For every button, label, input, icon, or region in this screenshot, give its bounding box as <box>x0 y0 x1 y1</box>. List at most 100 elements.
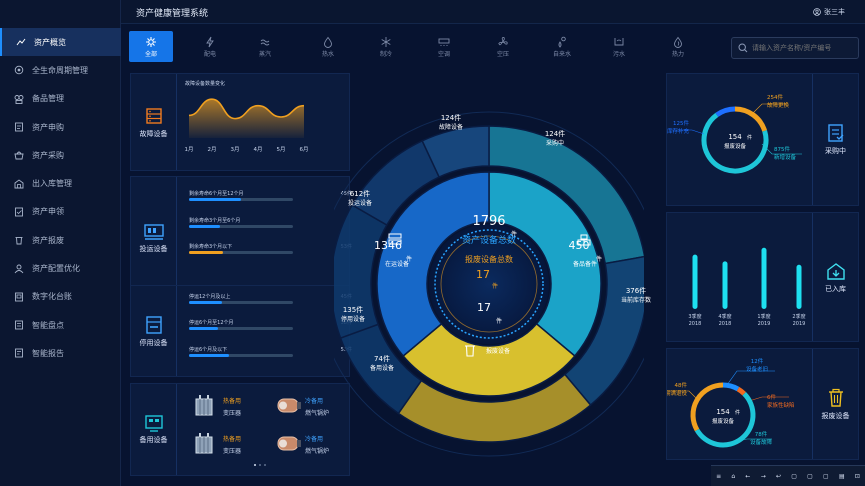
dot[interactable] <box>264 464 266 466</box>
category-tab[interactable]: 空调 <box>422 31 466 62</box>
boiler-icon <box>275 393 303 419</box>
toolbar-button-icon[interactable]: ▢ <box>807 472 813 480</box>
sidebar-item[interactable]: 资产采购 <box>0 141 121 169</box>
tap-water-icon <box>556 35 568 48</box>
purchase-panel-label: 采购中 <box>825 147 846 155</box>
toolbar-button-icon[interactable]: ← <box>745 472 751 480</box>
category-tab[interactable]: 空压 <box>481 31 525 62</box>
spare-item[interactable]: 热备用 变压器 <box>189 429 267 463</box>
spare-item[interactable]: 热备用 变压器 <box>189 391 267 425</box>
donut-leader <box>736 438 772 442</box>
progress-label: 停运12个月及以上 <box>189 294 231 300</box>
toolbar-button-icon[interactable]: ↩ <box>775 472 781 480</box>
search-box[interactable] <box>731 37 859 59</box>
stock-bar-year: 2019 <box>792 321 806 327</box>
sidebar-item[interactable]: 资产配置优化 <box>0 254 121 282</box>
fault-line <box>188 98 305 120</box>
toolbar-button-icon[interactable]: ▢ <box>823 472 829 480</box>
outer-label: 故障设备 <box>438 124 463 131</box>
progress-track <box>189 301 293 304</box>
toolbar-button-icon[interactable]: ⊡ <box>854 472 860 480</box>
sidebar-item-label: 资产报废 <box>32 235 64 245</box>
dot[interactable] <box>254 464 256 466</box>
donut-value: 12件 <box>751 357 764 365</box>
fault-area-chart: 1月 2月 3月 4月 5月 6月 <box>185 98 309 153</box>
running-value: 1346 <box>374 239 402 252</box>
category-label: 空调 <box>437 51 450 58</box>
donut-center-unit: 件 <box>735 409 740 416</box>
progress-fill <box>189 354 229 357</box>
purchase-panel: 254件 故障更换 875件 新增设备 125件 库存补充 154 件报废设备 采购中 <box>666 73 859 206</box>
category-tab[interactable]: 自来水 <box>540 31 584 62</box>
spare-tag: 冷备用 <box>305 436 324 443</box>
spare-parts-icon <box>14 94 24 104</box>
scrap-inner-unit: 件 <box>496 318 503 325</box>
progress-row: 停运12个月及以上45件 <box>189 293 352 304</box>
outer-value: 376件 <box>625 287 647 295</box>
donut-label: 故障更换 <box>767 101 790 109</box>
toolbar-button-icon[interactable]: ⌂ <box>731 472 736 480</box>
spare-panel: 备用设备 热备用 变压器 冷备用 燃气锅炉 热备用 变压器 冷备用 燃气锅炉 <box>130 383 350 476</box>
transport-panel-label: 投运设备 <box>139 244 168 253</box>
sidebar-item[interactable]: 资产申领 <box>0 198 121 226</box>
warehouse-in-icon <box>826 262 845 280</box>
progress-row: 剩余寿命3个月至6个月 <box>189 217 295 228</box>
outer-label: 停用设备 <box>340 316 365 323</box>
stocked-bar-chart <box>692 247 802 309</box>
inventory-icon <box>14 320 24 330</box>
category-tab[interactable]: 污水 <box>597 31 641 62</box>
scrap-total-label: 报废设备总数 <box>465 255 513 264</box>
sidebar-item[interactable]: 数字化台账 <box>0 283 121 311</box>
toolbar-button-icon[interactable]: ≡ <box>716 472 722 480</box>
heat-icon <box>672 35 684 48</box>
toolbar-button-icon[interactable]: ▤ <box>838 472 845 480</box>
sidebar-item[interactable]: 全生命周期管理 <box>0 56 121 84</box>
sidebar-item[interactable]: 资产报废 <box>0 226 121 254</box>
donut-label: 新增设备 <box>774 153 797 161</box>
outer-ring <box>334 111 644 457</box>
sidebar-item-label: 全生命周期管理 <box>32 65 88 75</box>
outer-segment-label: 74件 备用设备 <box>352 355 412 373</box>
progress-label: 剩余寿命3个月以下 <box>189 244 233 250</box>
donut-center-label: 报废设备 <box>712 417 735 425</box>
sidebar-item[interactable]: 资产申购 <box>0 113 121 141</box>
category-tab[interactable]: 热水 <box>306 31 350 62</box>
spare-item[interactable]: 冷备用 燃气锅炉 <box>271 429 349 463</box>
sidebar-item[interactable]: 备品管理 <box>0 85 121 113</box>
purchase-panel-header: 采购中 <box>812 74 858 205</box>
sidebar-item[interactable]: 出入库管理 <box>0 169 121 197</box>
core-circle <box>429 224 549 344</box>
server-alert-icon <box>145 107 162 124</box>
spare-item[interactable]: 冷备用 燃气锅炉 <box>271 391 349 425</box>
donut-label: 期满退役 <box>667 389 687 397</box>
donut-leader <box>751 103 787 115</box>
sidebar-item[interactable]: 智能报告 <box>0 339 121 367</box>
category-tab[interactable]: 蒸汽 <box>243 31 287 62</box>
carousel-dots[interactable] <box>254 464 266 466</box>
cubes-icon <box>577 231 591 250</box>
progress-label: 停运6个月至12个月 <box>189 320 234 326</box>
progress-track <box>189 327 293 330</box>
toolbar-button-icon[interactable]: ▢ <box>791 472 797 480</box>
sidebar-item[interactable]: 资产概览 <box>0 28 121 57</box>
sidebar-item-label: 数字化台账 <box>32 292 72 302</box>
sidebar-item-label: 备品管理 <box>32 94 64 104</box>
scrap-total-unit: 件 <box>492 283 499 290</box>
outer-value: 74件 <box>374 355 390 363</box>
outer-segment-label: 124件 故障设备 <box>421 114 481 132</box>
outer-segment-label: 376件 当前库存数 <box>606 287 666 305</box>
toolbar-button-icon[interactable]: → <box>760 472 766 480</box>
search-input[interactable] <box>752 44 852 52</box>
category-tab[interactable]: 配电 <box>188 31 232 62</box>
donut-slice <box>690 382 724 432</box>
category-tab[interactable]: 热力 <box>656 31 700 62</box>
user-menu[interactable]: 张三丰 <box>813 7 845 17</box>
server-icon <box>388 230 402 249</box>
sidebar-item[interactable]: 智能盘点 <box>0 311 121 339</box>
donut-slice <box>701 112 769 174</box>
category-tab[interactable]: 制冷 <box>364 31 408 62</box>
dot[interactable] <box>259 464 261 466</box>
category-tab[interactable]: 全部 <box>129 31 173 62</box>
outer-label: 投运设备 <box>347 200 372 207</box>
